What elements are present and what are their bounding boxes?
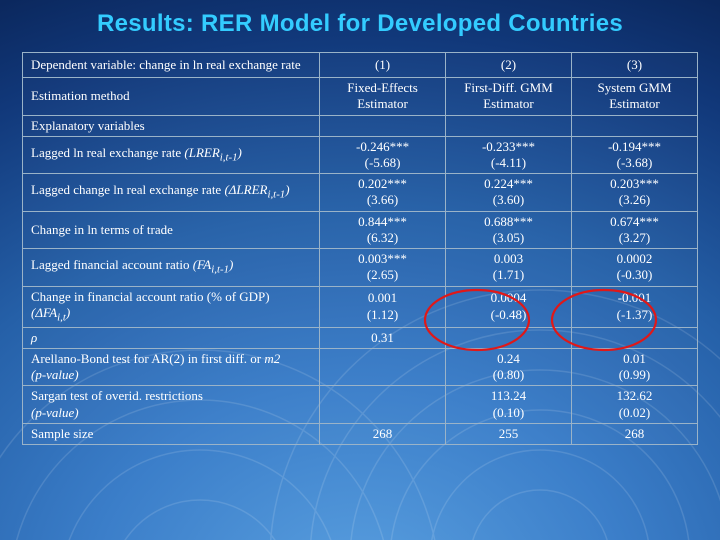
- cell: -0.001(-1.37): [571, 286, 697, 327]
- expl-header: Explanatory variables: [23, 115, 320, 136]
- estimator-1: Fixed-Effects Estimator: [320, 78, 446, 116]
- cell: 0.202***(3.66): [320, 174, 446, 212]
- results-table: Dependent variable: change in ln real ex…: [22, 52, 698, 445]
- size-2: 255: [446, 423, 572, 444]
- sargan-label: Sargan test of overid. restrictions(p-va…: [23, 386, 320, 424]
- cell: -0.233***(-4.11): [446, 136, 572, 174]
- table-row: Lagged ln real exchange rate (LRERi,t-1)…: [23, 136, 698, 174]
- var-label: Lagged financial account ratio (FAi,t-1): [23, 249, 320, 287]
- cell: 0.0002(-0.30): [571, 249, 697, 287]
- rho-val: 0.31: [320, 327, 446, 348]
- size-1: 268: [320, 423, 446, 444]
- cell: 0.003(1.71): [446, 249, 572, 287]
- cell: 0.203***(3.26): [571, 174, 697, 212]
- var-label: Lagged change ln real exchange rate (ΔLR…: [23, 174, 320, 212]
- col-1: (1): [320, 53, 446, 78]
- cell: 0.688***(3.05): [446, 211, 572, 249]
- table-row: Change in ln terms of trade0.844***(6.32…: [23, 211, 698, 249]
- ab-test-label: Arellano-Bond test for AR(2) in first di…: [23, 348, 320, 386]
- cell: -0.194***(-3.68): [571, 136, 697, 174]
- results-table-wrap: Dependent variable: change in ln real ex…: [22, 52, 698, 445]
- ab-c2: 0.24(0.80): [446, 348, 572, 386]
- var-label: Change in ln terms of trade: [23, 211, 320, 249]
- size-3: 268: [571, 423, 697, 444]
- cell: -0.246***(-5.68): [320, 136, 446, 174]
- cell: 0.674***(3.27): [571, 211, 697, 249]
- cell: 0.001(1.12): [320, 286, 446, 327]
- ab-c3: 0.01(0.99): [571, 348, 697, 386]
- table-row: Change in financial account ratio (% of …: [23, 286, 698, 327]
- dep-var-label: Dependent variable: change in ln real ex…: [23, 53, 320, 78]
- col-3: (3): [571, 53, 697, 78]
- table-row: Lagged financial account ratio (FAi,t-1)…: [23, 249, 698, 287]
- sample-size-label: Sample size: [23, 423, 320, 444]
- rho-label: ρ: [23, 327, 320, 348]
- table-row: Lagged change ln real exchange rate (ΔLR…: [23, 174, 698, 212]
- var-label: Change in financial account ratio (% of …: [23, 286, 320, 327]
- sargan-c3: 132.62(0.02): [571, 386, 697, 424]
- cell: 0.224***(3.60): [446, 174, 572, 212]
- cell: 0.003***(2.65): [320, 249, 446, 287]
- estimator-3: System GMM Estimator: [571, 78, 697, 116]
- estimator-2: First-Diff. GMM Estimator: [446, 78, 572, 116]
- estimation-label: Estimation method: [23, 78, 320, 116]
- sargan-c2: 113.24(0.10): [446, 386, 572, 424]
- cell: 0.0004(-0.48): [446, 286, 572, 327]
- var-label: Lagged ln real exchange rate (LRERi,t-1): [23, 136, 320, 174]
- col-2: (2): [446, 53, 572, 78]
- cell: 0.844***(6.32): [320, 211, 446, 249]
- page-title: Results: RER Model for Developed Countri…: [0, 0, 720, 52]
